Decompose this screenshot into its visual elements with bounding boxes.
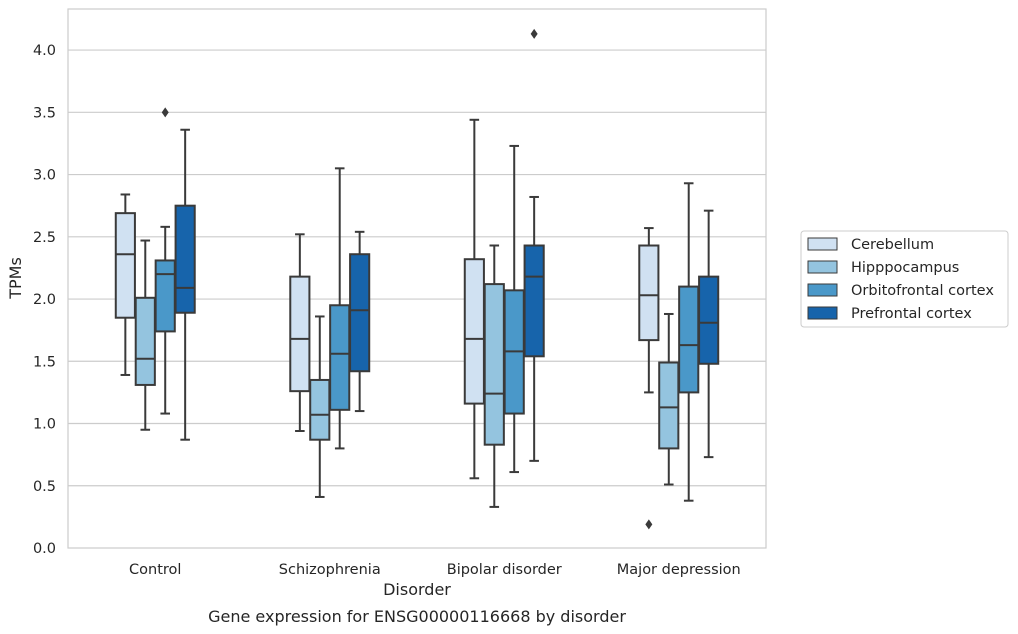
box-iqr [658,361,680,450]
box-iqr [463,258,485,405]
y-axis-label: TPMs [6,257,25,300]
box-cerebellum [463,118,485,480]
box-hipppocampus [483,244,505,508]
box-cerebellum [638,227,660,530]
legend-swatch [807,283,838,297]
y-tick-label: 1.0 [33,417,56,433]
box-orbitofrontal-cortex [329,167,351,450]
legend-label: Prefrontal cortex [851,306,972,322]
box-iqr [483,283,505,446]
y-tick-label: 1.5 [33,354,56,370]
box-prefrontal-cortex [523,28,545,462]
box-prefrontal-cortex [174,128,196,441]
box-prefrontal-cortex [349,230,371,413]
outlier-point [530,28,538,39]
box-iqr [309,378,331,441]
box-iqr [698,275,720,365]
y-tick-label: 3.0 [33,168,56,184]
outlier-point [161,107,169,118]
box-iqr [678,285,700,394]
box-hipppocampus [134,239,156,431]
legend-label: Hipppocampus [851,260,959,276]
box-iqr [174,204,196,314]
outlier-point [645,519,653,530]
y-tick-label: 2.0 [33,292,56,308]
box-cerebellum [114,193,136,376]
box-iqr [523,244,545,358]
figure-caption: Gene expression for ENSG00000116668 by d… [208,607,626,626]
y-tick-label: 0.5 [33,479,56,495]
y-tick-label: 2.5 [33,230,56,246]
box-hipppocampus [309,315,331,498]
box-iqr [638,244,660,342]
box-iqr [154,259,176,333]
box-orbitofrontal-cortex [678,182,700,502]
y-axis-ticks: 0.0 0.5 1.0 1.5 2.0 2.5 3.0 3.5 4.0 [33,43,56,557]
x-axis-label: Disorder [383,580,451,599]
y-tick-label: 4.0 [33,43,56,59]
legend-frame [800,230,1009,328]
y-tick-label: 3.5 [33,105,56,121]
box-cerebellum [289,233,311,432]
legend-swatch [807,237,838,251]
legend-swatch [807,260,838,274]
x-tick-label: Bipolar disorder [447,562,562,578]
x-tick-label: Schizophrenia [279,562,381,578]
legend: Cerebellum Hipppocampus Orbitofrontal cort… [800,230,1009,328]
legend-label: Cerebellum [851,237,934,253]
box-iqr [134,296,156,386]
box-iqr [329,304,351,411]
x-tick-label: Control [129,562,181,578]
box-prefrontal-cortex [698,209,720,459]
box-iqr [114,212,136,319]
legend-swatch [807,306,838,320]
box-iqr [349,253,371,373]
x-axis-ticks: Control Schizophrenia Bipolar disorder Majo… [129,562,741,578]
box-plot-series [114,28,720,530]
plot-frame [67,8,767,549]
box-hipppocampus [658,312,680,486]
x-tick-label: Major depression [617,562,741,578]
y-tick-label: 0.0 [33,541,56,557]
box-orbitofrontal-cortex [154,107,176,415]
legend-label: Orbitofrontal cortex [851,283,994,299]
box-iqr [289,275,311,393]
